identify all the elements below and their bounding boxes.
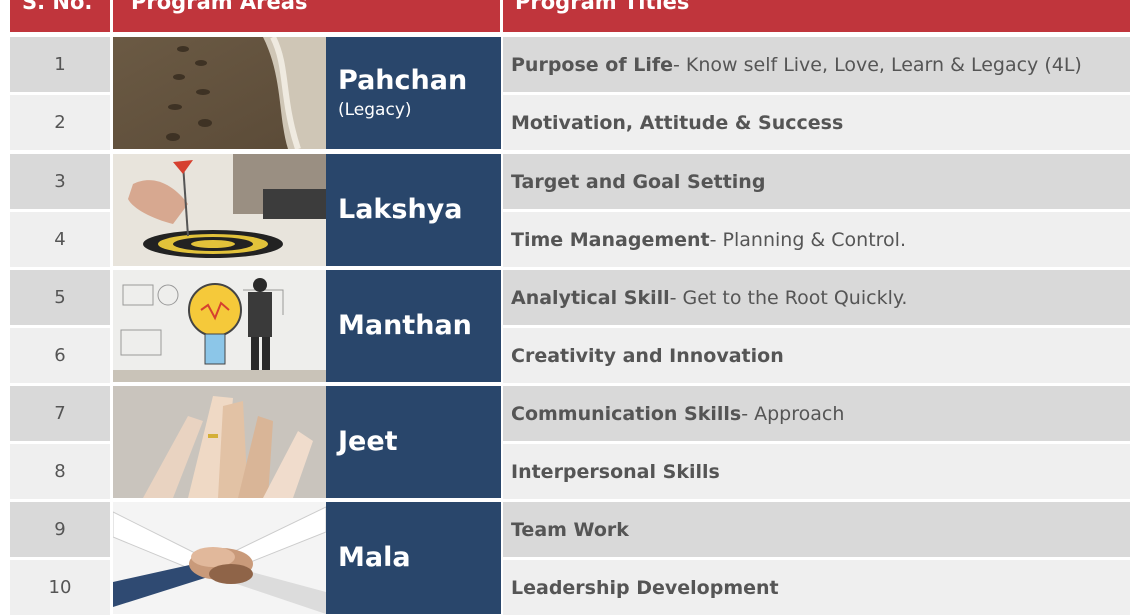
program-title-row: Target and Goal Setting	[503, 154, 1130, 209]
program-title-row: Creativity and Innovation	[503, 328, 1130, 383]
header-program-titles: Program Titles	[503, 0, 1130, 32]
program-area-lakshya: Lakshya	[326, 154, 501, 266]
header-sno: S. No.	[10, 0, 110, 32]
program-title-row: Leadership Development	[503, 560, 1130, 615]
program-title-row: Motivation, Attitude & Success	[503, 95, 1130, 150]
sno-cell: 4	[10, 212, 110, 267]
sno-cell: 2	[10, 95, 110, 150]
program-area-manthan: Manthan	[326, 270, 501, 382]
sno-cell: 3	[10, 154, 110, 209]
program-title-row: Interpersonal Skills	[503, 444, 1130, 499]
program-area-mala: Mala	[326, 502, 501, 614]
header-program-areas: Program Areas	[113, 0, 500, 32]
sno-cell: 10	[10, 560, 110, 615]
program-area-jeet: Jeet	[326, 386, 501, 498]
sno-cell: 7	[10, 386, 110, 441]
area-name: Lakshya	[338, 194, 463, 226]
dart-target-image	[113, 154, 326, 266]
sno-cell: 9	[10, 502, 110, 557]
area-name: Manthan	[338, 310, 472, 342]
area-name: Pahchan	[338, 65, 468, 97]
program-title-row: Team Work	[503, 502, 1130, 557]
high-five-hands-image	[113, 386, 326, 498]
sno-cell: 6	[10, 328, 110, 383]
sno-cell: 5	[10, 270, 110, 325]
sno-cell: 8	[10, 444, 110, 499]
stacked-hands-image	[113, 502, 326, 614]
area-name: Jeet	[338, 426, 398, 458]
area-subtitle: (Legacy)	[338, 99, 412, 120]
program-title-row: Purpose of Life - Know self Live, Love, …	[503, 37, 1130, 92]
lightbulb-sketch-image	[113, 270, 326, 382]
program-area-pahchan: Pahchan (Legacy)	[326, 37, 501, 149]
area-name: Mala	[338, 542, 411, 574]
sno-cell: 1	[10, 37, 110, 92]
program-title-row: Analytical Skill - Get to the Root Quick…	[503, 270, 1130, 325]
footprints-beach-image	[113, 37, 326, 149]
program-title-row: Time Management - Planning & Control.	[503, 212, 1130, 267]
program-title-row: Communication Skills - Approach	[503, 386, 1130, 441]
